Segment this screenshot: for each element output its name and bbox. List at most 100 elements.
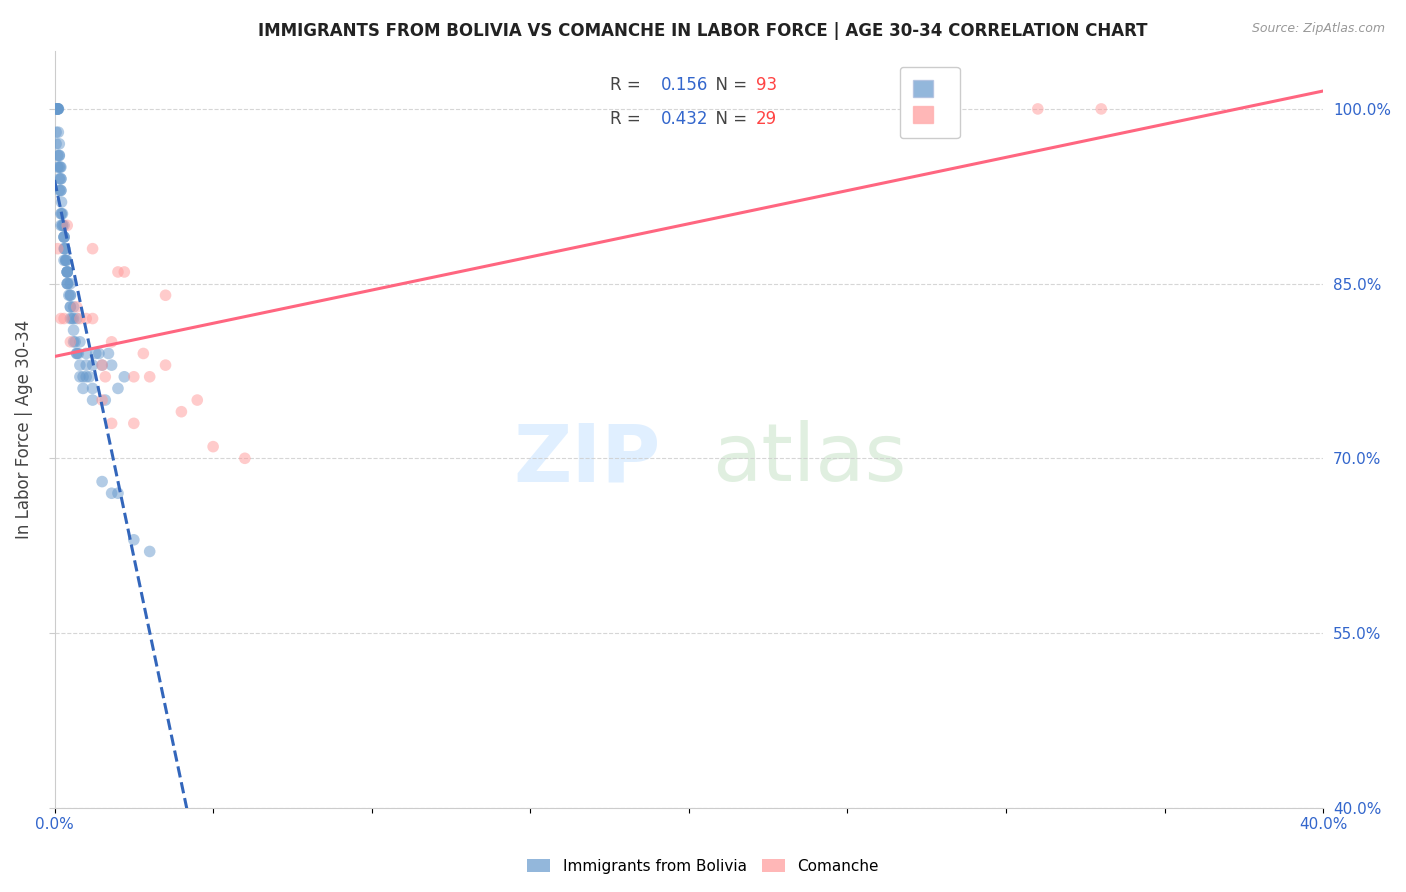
Point	[94, 393, 117, 408]
Text: N =: N =	[706, 76, 752, 94]
Point	[53, 230, 76, 244]
Point	[45, 102, 67, 116]
Text: ZIP: ZIP	[513, 420, 661, 499]
Point	[112, 369, 135, 384]
Text: R =: R =	[610, 110, 647, 128]
Point	[100, 358, 122, 372]
Point	[55, 253, 77, 268]
Point	[69, 358, 91, 372]
Point	[49, 160, 72, 174]
Point	[100, 334, 122, 349]
Point	[91, 358, 114, 372]
Legend: Immigrants from Bolivia, Comanche: Immigrants from Bolivia, Comanche	[522, 853, 884, 880]
Text: 0.156: 0.156	[661, 76, 709, 94]
Point	[1026, 102, 1049, 116]
Point	[66, 346, 89, 360]
Point	[46, 125, 69, 139]
Point	[53, 242, 76, 256]
Point	[138, 544, 160, 558]
Point	[55, 253, 77, 268]
Text: N =: N =	[706, 110, 752, 128]
Point	[45, 102, 67, 116]
Point	[46, 102, 69, 116]
Point	[58, 288, 80, 302]
Point	[49, 311, 72, 326]
Point	[62, 311, 84, 326]
Point	[69, 311, 91, 326]
Point	[122, 417, 145, 431]
Point	[66, 300, 89, 314]
Point	[46, 102, 69, 116]
Point	[48, 171, 70, 186]
Point	[46, 102, 69, 116]
Point	[63, 334, 86, 349]
Point	[82, 311, 104, 326]
Point	[82, 242, 104, 256]
Point	[69, 369, 91, 384]
Point	[59, 288, 82, 302]
Point	[82, 393, 104, 408]
Point	[100, 417, 122, 431]
Point	[97, 346, 120, 360]
Point	[155, 288, 177, 302]
Point	[107, 265, 129, 279]
Point	[45, 136, 67, 151]
Point	[132, 346, 155, 360]
Point	[72, 381, 94, 395]
Point	[79, 369, 101, 384]
Point	[53, 230, 76, 244]
Point	[49, 207, 72, 221]
Point	[62, 323, 84, 337]
Point	[46, 148, 69, 162]
Text: IMMIGRANTS FROM BOLIVIA VS COMANCHE IN LABOR FORCE | AGE 30-34 CORRELATION CHART: IMMIGRANTS FROM BOLIVIA VS COMANCHE IN L…	[259, 22, 1147, 40]
Point	[138, 369, 160, 384]
Point	[60, 311, 83, 326]
Point	[56, 277, 79, 291]
Point	[202, 440, 225, 454]
Point	[53, 242, 76, 256]
Point	[107, 381, 129, 395]
Point	[59, 300, 82, 314]
Point	[59, 311, 82, 326]
Point	[107, 486, 129, 500]
Point	[51, 219, 73, 233]
Point	[59, 277, 82, 291]
Point	[53, 230, 76, 244]
Point	[84, 346, 107, 360]
Point	[72, 369, 94, 384]
Point	[122, 533, 145, 547]
Point	[56, 277, 79, 291]
Point	[67, 346, 90, 360]
Point	[48, 160, 70, 174]
Point	[56, 265, 79, 279]
Point	[51, 207, 73, 221]
Text: atlas: atlas	[713, 420, 907, 499]
Text: 93: 93	[756, 76, 778, 94]
Point	[49, 160, 72, 174]
Point	[66, 346, 89, 360]
Point	[49, 219, 72, 233]
Point	[49, 171, 72, 186]
Point	[233, 451, 256, 466]
Point	[122, 369, 145, 384]
Point	[48, 148, 70, 162]
Point	[48, 183, 70, 197]
Point	[45, 125, 67, 139]
Y-axis label: In Labor Force | Age 30-34: In Labor Force | Age 30-34	[15, 319, 32, 539]
Point	[46, 102, 69, 116]
Point	[53, 219, 76, 233]
Point	[49, 171, 72, 186]
Point	[56, 277, 79, 291]
Point	[112, 265, 135, 279]
Point	[53, 311, 76, 326]
Point	[46, 160, 69, 174]
Point	[91, 475, 114, 489]
Text: Source: ZipAtlas.com: Source: ZipAtlas.com	[1251, 22, 1385, 36]
Point	[51, 207, 73, 221]
Point	[82, 381, 104, 395]
Point	[62, 300, 84, 314]
Point	[48, 148, 70, 162]
Point	[170, 405, 193, 419]
Text: 0.432: 0.432	[661, 110, 709, 128]
Point	[155, 358, 177, 372]
